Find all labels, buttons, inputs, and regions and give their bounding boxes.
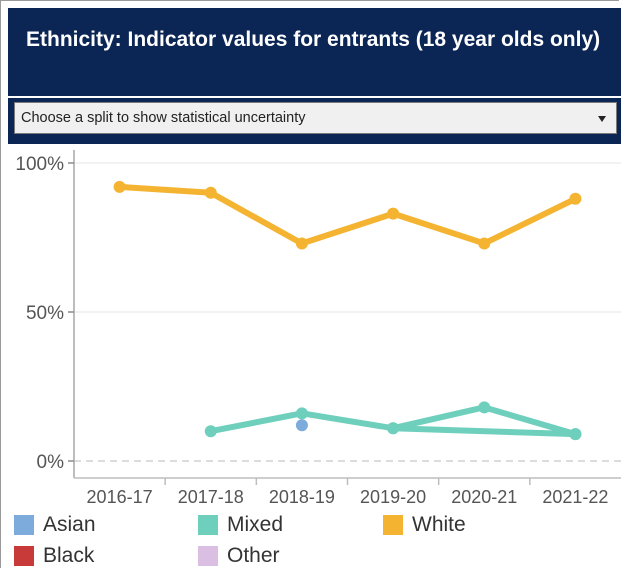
chart-area: 0% 50% 100% 2016-17 2017-18 2018-19 2019-20 202… — [8, 148, 621, 568]
legend-swatch-asian — [14, 515, 34, 535]
legend-swatch-white — [383, 515, 403, 535]
data-point-white — [205, 187, 217, 199]
data-point-white — [478, 237, 490, 249]
legend-swatch-black — [14, 546, 34, 566]
data-point-white — [114, 181, 126, 193]
legend-item-mixed[interactable]: Mixed — [198, 512, 283, 538]
legend-label-mixed: Mixed — [227, 513, 283, 537]
x-tick-label: 2020-21 — [451, 487, 517, 507]
y-tick-label: 100% — [15, 154, 64, 175]
legend-label-other: Other — [227, 544, 280, 568]
legend-item-black[interactable]: Black — [14, 543, 94, 569]
legend-item-asian[interactable]: Asian — [14, 512, 96, 538]
data-point-white — [387, 208, 399, 220]
legend-swatch-other — [198, 546, 218, 566]
legend-label-black: Black — [43, 544, 94, 568]
x-tick-label: 2017-18 — [178, 487, 244, 507]
x-tick-label: 2019-20 — [360, 487, 426, 507]
dropdown-value: Choose a split to show statistical uncer… — [21, 110, 306, 126]
y-tick-label: 0% — [37, 452, 65, 473]
data-point-mixed — [478, 401, 490, 413]
uncertainty-select-container: Choose a split to show statistical uncer… — [8, 98, 621, 144]
data-point-mixed — [296, 407, 308, 419]
data-point-mixed — [569, 428, 581, 440]
dropdown-arrow-icon[interactable] — [598, 116, 606, 122]
panel-header: Ethnicity: Indicator values for entrants… — [8, 8, 621, 96]
legend-item-white[interactable]: White — [383, 512, 466, 538]
data-point-mixed — [205, 425, 217, 437]
x-tick-label: 2021-22 — [542, 487, 608, 507]
legend-swatch-mixed — [198, 515, 218, 535]
uncertainty-split-dropdown[interactable]: Choose a split to show statistical uncer… — [14, 102, 617, 134]
y-tick-label: 50% — [26, 303, 64, 324]
line-chart: 0% 50% 100% 2016-17 2017-18 2018-19 2019-20 202… — [8, 148, 621, 510]
legend: Asian Mixed White Black Other — [14, 512, 614, 570]
chart-title: Ethnicity: Indicator values for entrants… — [26, 28, 600, 51]
x-tick-label: 2018-19 — [269, 487, 335, 507]
data-point-white — [296, 237, 308, 249]
legend-item-other[interactable]: Other — [198, 543, 280, 569]
legend-label-asian: Asian — [43, 513, 96, 537]
legend-label-white: White — [412, 513, 466, 537]
x-tick-label: 2016-17 — [87, 487, 153, 507]
series-line-white — [120, 187, 576, 244]
data-point-mixed — [387, 422, 399, 434]
data-point-asian — [296, 419, 308, 431]
data-point-white — [569, 193, 581, 205]
